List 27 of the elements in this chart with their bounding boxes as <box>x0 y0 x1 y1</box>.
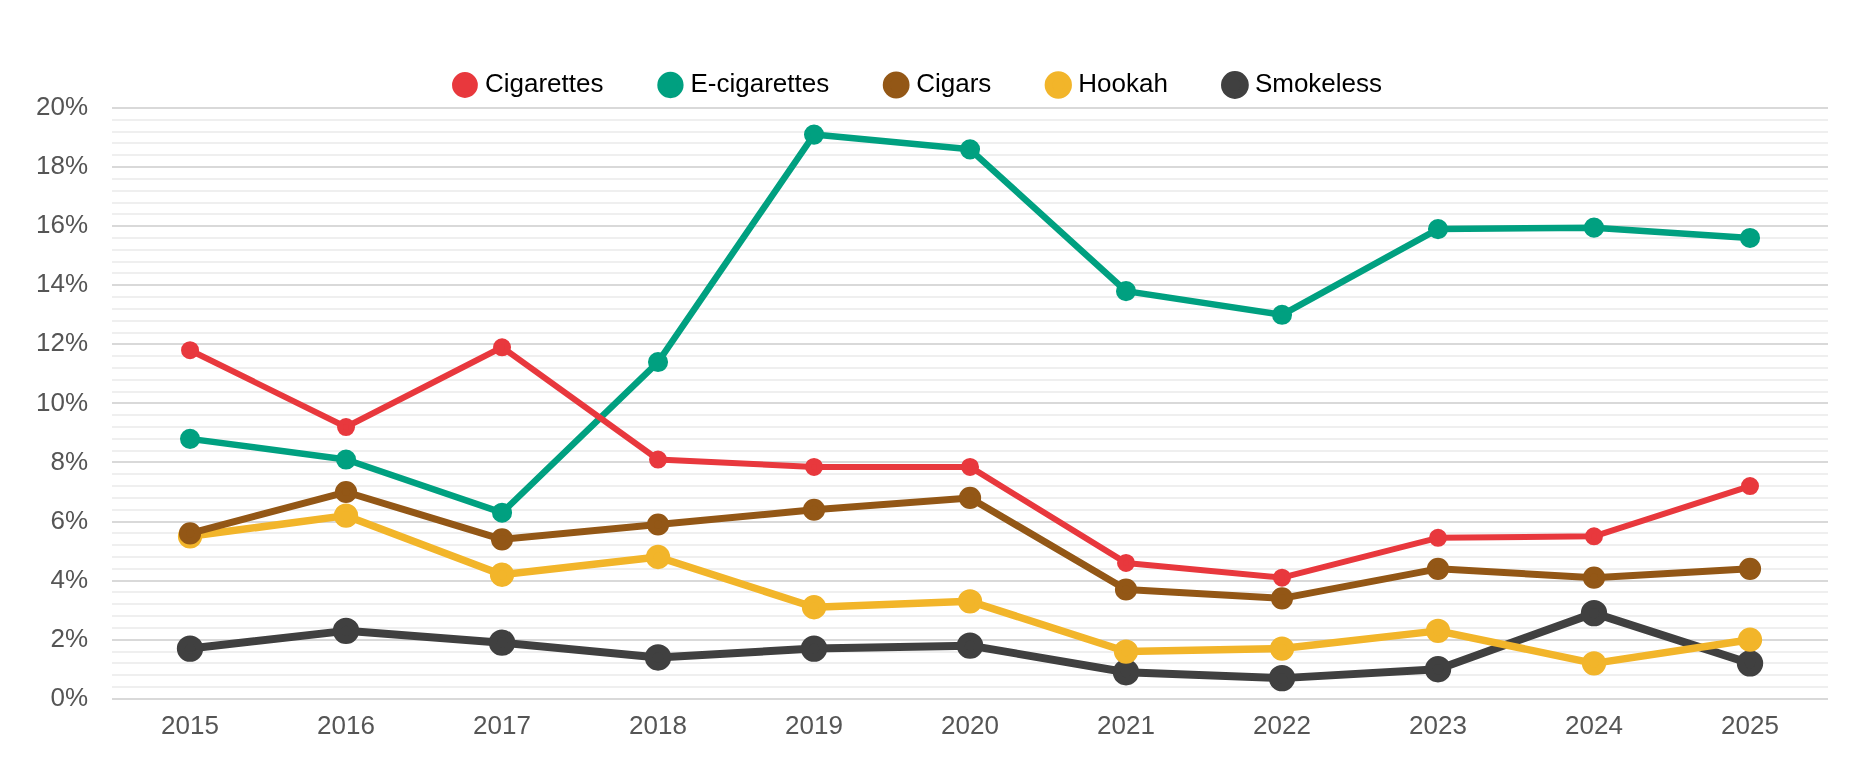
y-tick-label: 4% <box>50 563 89 594</box>
y-tick-label: 18% <box>35 150 89 181</box>
x-tick-label: 2022 <box>1253 709 1311 740</box>
legend-label: Cigars <box>916 68 992 99</box>
x-tick-label: 2025 <box>1721 709 1779 740</box>
y-tick-label: 12% <box>35 327 89 358</box>
x-tick-label: 2019 <box>785 709 843 740</box>
y-tick-label: 16% <box>35 209 89 240</box>
y-tick-label: 0% <box>50 681 89 712</box>
legend-label: E-cigarettes <box>690 68 830 99</box>
legend-label: Cigarettes <box>484 68 604 99</box>
x-tick-label: 2015 <box>161 709 219 740</box>
y-tick-label: 20% <box>35 91 89 122</box>
x-tick-label: 2023 <box>1409 709 1467 740</box>
y-tick-label: 14% <box>35 268 89 299</box>
y-tick-label: 6% <box>50 504 89 535</box>
x-tick-label: 2020 <box>941 709 999 740</box>
x-tick-label: 2021 <box>1097 709 1155 740</box>
x-tick-label: 2016 <box>317 709 375 740</box>
y-tick-label: 8% <box>50 445 89 476</box>
legend-label: Smokeless <box>1254 68 1383 99</box>
y-tick-label: 2% <box>50 622 89 653</box>
y-tick-label: 10% <box>35 386 89 417</box>
x-tick-label: 2017 <box>473 709 531 740</box>
legend-label: Hookah <box>1078 68 1168 99</box>
x-tick-label: 2024 <box>1565 709 1623 740</box>
x-tick-label: 2018 <box>629 709 687 740</box>
